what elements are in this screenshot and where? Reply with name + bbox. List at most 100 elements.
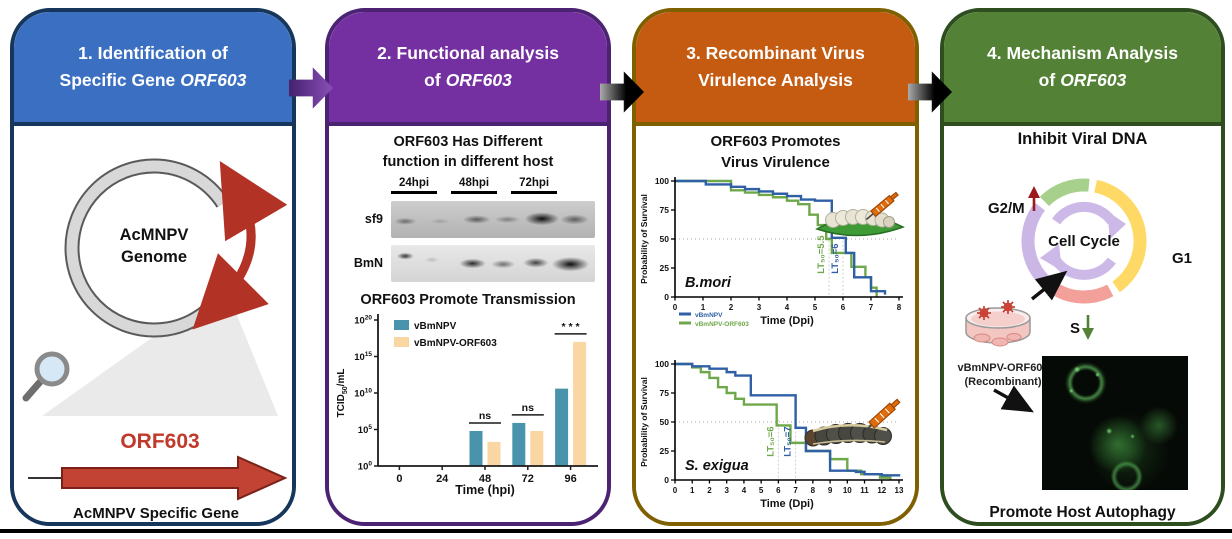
svg-text:0: 0 [673,486,678,495]
inhibit-dna-title: Inhibit Viral DNA [1017,130,1148,148]
svg-text:50: 50 [660,234,670,244]
svg-text:8: 8 [811,486,816,495]
svg-text:0: 0 [664,475,669,485]
survival-title-line1: ORF603 Promotes [710,133,841,150]
svg-text:75: 75 [660,205,670,215]
svg-text:TCID50/mL: TCID50/mL [336,368,349,417]
panel-functional-analysis: 2. Functional analysis of ORF603 ORF603 … [325,8,611,526]
arrow-to-autophagy-icon [993,385,1034,413]
svg-text:LT₅₀=5.5: LT₅₀=5.5 [816,235,827,274]
blot-label-bmn: BmN [353,256,383,271]
flow-arrow-2-3 [600,70,644,114]
svg-text:7: 7 [793,486,798,495]
petri-dish-icon [965,300,1031,347]
svg-text:100: 100 [655,176,669,186]
svg-text:vBmNPV: vBmNPV [695,312,723,319]
g2m-label: G2/M [988,200,1025,217]
gene-caption: AcMNPV Specific Gene [73,505,239,522]
recombinant-label-line2: (Recombinant) [964,375,1042,388]
timepoint-24hpi: 24hpi [391,177,438,194]
svg-text:6: 6 [776,486,781,495]
svg-text:4: 4 [742,486,747,495]
plasmid-ring [66,160,242,336]
up-arrow-icon [1028,186,1040,211]
svg-text:75: 75 [660,388,670,398]
svg-text:vBmNPV-ORF603: vBmNPV-ORF603 [695,321,749,328]
svg-text:3: 3 [757,303,762,312]
armyworm-illustration [804,398,901,447]
zoom-cone [42,298,278,416]
svg-text:25: 25 [660,263,670,273]
svg-text:0: 0 [673,303,678,312]
svg-text:0: 0 [664,292,669,302]
svg-text:S. exigua: S. exigua [685,458,749,474]
svg-text:11: 11 [860,486,869,495]
svg-text:LT₅₀=6: LT₅₀=6 [765,426,776,456]
svg-text:4: 4 [785,303,790,312]
cell-cycle-label: Cell Cycle [1048,233,1120,250]
svg-text:7: 7 [869,303,874,312]
panel4-title-line2: of ORF603 [1039,67,1127,94]
svg-text:Probability of Survival: Probability of Survival [639,377,649,467]
gene-locus-arrow-icon [192,160,288,330]
western-blot-sf9 [391,200,595,238]
fluorescence-micrograph [1042,356,1188,490]
svg-text:8: 8 [897,303,902,312]
down-arrow-icon [1082,315,1094,340]
gene-name-label: ORF603 [120,430,199,453]
blot-title: ORF603 Has Different function in differe… [329,132,607,173]
panel1-header: 1. Identification of Specific Gene ORF60… [14,12,292,126]
g1-label: G1 [1172,250,1192,267]
svg-text:13: 13 [895,486,904,495]
panel3-title-line2: Virulence Analysis [698,70,853,90]
svg-text:10: 10 [843,486,852,495]
blot-row-sf9: sf9 [337,200,599,238]
panel1-title-prefix: Specific Gene [59,70,176,90]
svg-text:9: 9 [828,486,833,495]
cycle-arrow-top [1051,201,1117,225]
cycle-arrowhead-bottom [1040,244,1062,271]
svg-text:* * *: * * * [562,320,581,332]
svg-text:LT₅₀=6: LT₅₀=6 [830,243,841,273]
flow-arrow-1-2 [289,66,333,110]
blot-title-line1: ORF603 Has Different [393,134,543,150]
purple-arrow-icon [289,67,333,109]
genome-illustration: AcMNPV Genome ORF603 AcMNPV Specific Gen… [22,158,288,522]
svg-text:1020: 1020 [354,314,372,326]
svg-text:ns: ns [479,410,491,422]
svg-text:LT₅₀=7: LT₅₀=7 [783,426,794,456]
svg-text:Probability of Survival: Probability of Survival [639,194,649,284]
bottom-rule [0,529,1232,533]
svg-text:Time (Dpi): Time (Dpi) [760,315,814,327]
svg-text:0: 0 [396,473,402,485]
blot-row-bmn: BmN [337,244,599,282]
survival-title-line2: Virus Virulence [721,154,830,171]
cycle-segment-green [1039,178,1090,207]
svg-text:5: 5 [813,303,818,312]
genome-label-line1: AcMNPV [120,226,189,244]
panel2-title-line2: of ORF603 [424,67,512,94]
panel-identification: 1. Identification of Specific Gene ORF60… [10,8,296,526]
sexigua-chart-wrap: 0 25 50 75 100 0 1 2 3 4 5 6 7 8 9 10 11 12 13 S. exigua LT₅… [639,356,915,522]
genome-label-line2: Genome [121,248,187,266]
virus-icon [977,300,1015,320]
panel4-header: 4. Mechanism Analysis of ORF603 [944,12,1221,126]
silkworm-illustration [815,191,905,237]
black-arrow-icon [600,71,644,113]
flow-arrow-3-4 [908,70,952,114]
s-label: S [1070,320,1080,337]
magnifier-icon [22,351,70,402]
silkworm-body [825,209,895,228]
recombinant-label-line1: vBmNPV-ORF603 [957,362,1049,374]
svg-text:vBmNPV-ORF603: vBmNPV-ORF603 [414,338,497,349]
armyworm-body [804,423,892,447]
panel4-title-line1: 4. Mechanism Analysis [987,42,1178,63]
panel1-title-gene: ORF603 [180,70,247,90]
svg-text:vBmNPV: vBmNPV [414,321,457,332]
survival-charts-title: ORF603 Promotes Virus Virulence [636,131,915,173]
syringe-icon [863,398,901,433]
svg-text:6: 6 [841,303,846,312]
